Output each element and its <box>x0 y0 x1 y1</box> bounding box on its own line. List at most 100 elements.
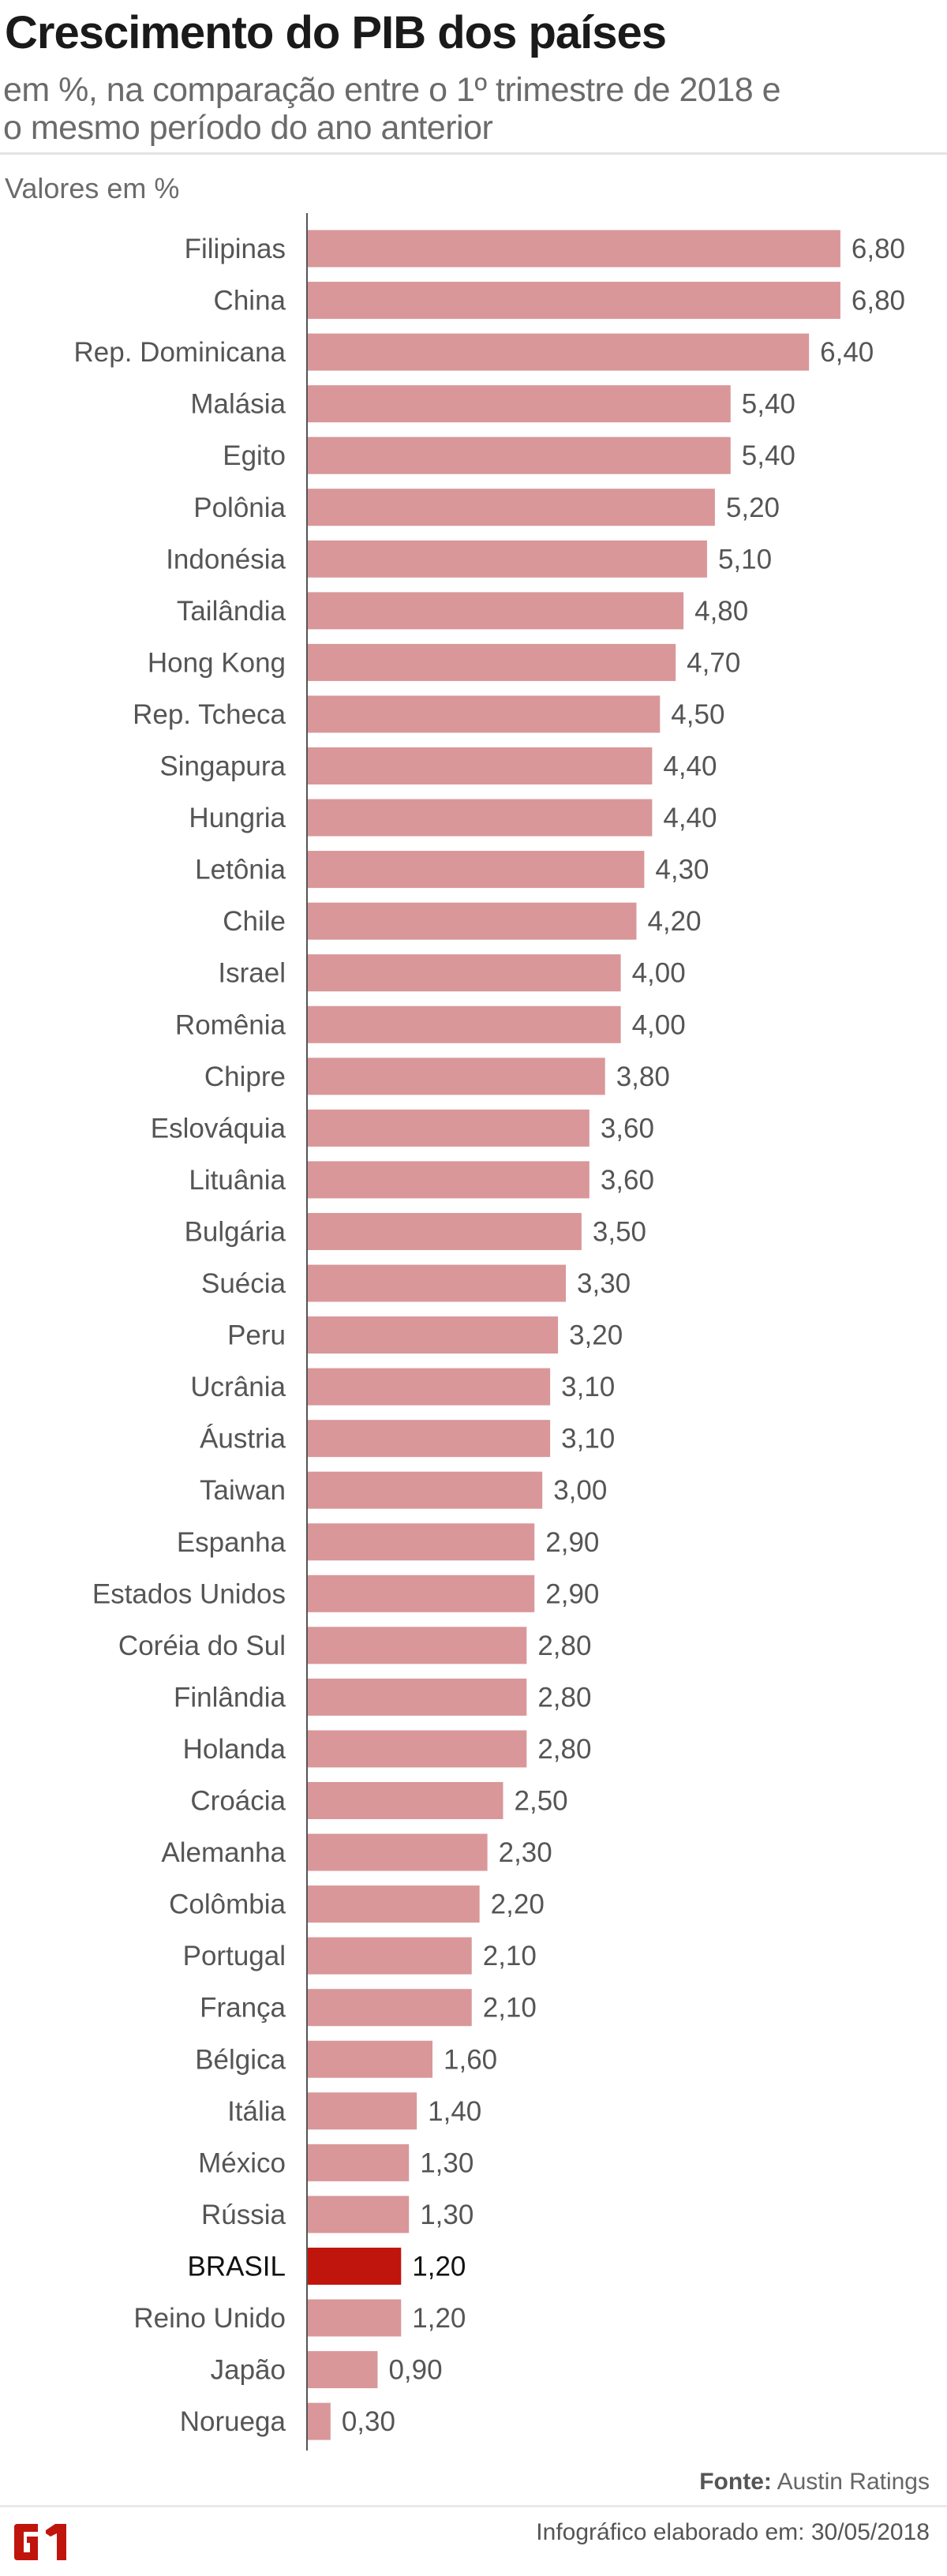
bar-singapura <box>307 747 653 784</box>
bar-m-xico <box>307 2144 410 2181</box>
category-label: Bélgica <box>195 2044 286 2075</box>
category-label: China <box>214 286 286 316</box>
value-label: 2,80 <box>537 1631 591 1661</box>
category-label: Japão <box>211 2355 286 2386</box>
source-note: Fonte: Austin Ratings <box>699 2469 930 2496</box>
unit-label: Valores em % <box>5 172 180 204</box>
value-label: 6,80 <box>852 286 905 316</box>
bar-bulg-ria <box>307 1212 582 1250</box>
category-label: França <box>200 1993 286 2024</box>
bar-estados-unidos <box>307 1574 535 1612</box>
bar-hungria <box>307 799 653 837</box>
value-label: 4,40 <box>663 751 717 782</box>
category-label: Estados Unidos <box>92 1578 286 1609</box>
category-label: Suécia <box>201 1268 286 1299</box>
bar-chipre <box>307 1058 605 1095</box>
bar-jap-o <box>307 2351 378 2389</box>
category-label: Polônia <box>193 492 286 523</box>
category-label: Hungria <box>189 803 286 833</box>
footer-divider <box>0 2505 947 2507</box>
bar-mal-sia <box>307 385 731 423</box>
date-note: Infográfico elaborado em: 30/05/2018 <box>536 2519 930 2545</box>
bar-b-lgica <box>307 2040 433 2078</box>
value-label: 4,80 <box>694 596 748 627</box>
bar-cor-ia-do-sul <box>307 1627 527 1664</box>
category-label: Croácia <box>190 1786 286 1817</box>
category-label: Portugal <box>183 1941 286 1971</box>
bar-holanda <box>307 1730 527 1768</box>
bar-reino-unido <box>307 2299 402 2337</box>
category-label: Egito <box>223 440 286 471</box>
category-label: Peru <box>227 1320 286 1351</box>
value-label: 2,80 <box>537 1682 591 1713</box>
category-label: Israel <box>218 958 286 989</box>
bar-pol-nia <box>307 489 715 526</box>
value-label: 4,00 <box>632 958 686 989</box>
value-label: 2,10 <box>483 1993 537 2024</box>
value-label: 5,10 <box>718 544 772 575</box>
source-label: Fonte: <box>699 2469 772 2495</box>
bar-indon-sia <box>307 540 707 578</box>
value-label: 3,50 <box>593 1216 646 1247</box>
bar-finl-ndia <box>307 1678 527 1716</box>
category-label: Espanha <box>177 1527 286 1558</box>
g1-logo <box>14 2524 66 2560</box>
category-label: México <box>198 2147 286 2178</box>
value-label: 2,20 <box>491 1889 545 1920</box>
value-label: 4,00 <box>632 1009 686 1040</box>
bar-r-ssia <box>307 2196 410 2233</box>
value-label: 5,40 <box>742 389 795 420</box>
category-label: Chile <box>223 906 286 937</box>
category-label: Malásia <box>190 389 286 420</box>
value-label: 3,60 <box>601 1113 654 1144</box>
value-label: 0,90 <box>388 2355 442 2386</box>
category-label: Áustria <box>200 1424 286 1455</box>
value-label: 3,10 <box>561 1424 615 1455</box>
value-label: 1,20 <box>412 2251 466 2282</box>
category-label: Rep. Tcheca <box>133 699 286 730</box>
value-label: 0,30 <box>342 2406 395 2437</box>
value-label: 1,40 <box>428 2096 481 2127</box>
value-label: 2,50 <box>515 1786 568 1817</box>
category-label: Letônia <box>195 855 286 886</box>
value-label: 3,30 <box>577 1268 631 1299</box>
category-label: Tailândia <box>177 596 286 627</box>
value-label: 6,80 <box>852 234 905 264</box>
bar-filipinas <box>307 230 840 268</box>
category-label: Taiwan <box>200 1475 286 1506</box>
category-label: Bulgária <box>185 1216 286 1247</box>
category-label: Indonésia <box>166 544 286 575</box>
bar-israel <box>307 954 621 992</box>
bar--ustria <box>307 1420 551 1458</box>
category-label: Coréia do Sul <box>118 1631 286 1661</box>
category-label: Singapura <box>159 751 286 782</box>
bar-ucr-nia <box>307 1368 551 1406</box>
category-label: Reino Unido <box>133 2303 286 2334</box>
bar-espanha <box>307 1523 535 1561</box>
bar-it-lia <box>307 2092 417 2130</box>
value-label: 2,80 <box>537 1734 591 1765</box>
value-label: 3,20 <box>569 1320 623 1351</box>
value-label: 2,10 <box>483 1941 537 1971</box>
value-label: 3,60 <box>601 1165 654 1196</box>
value-label: 4,70 <box>687 647 740 678</box>
category-label: Noruega <box>180 2406 286 2437</box>
category-label: Finlândia <box>174 1682 286 1713</box>
chart-title: Crescimento do PIB dos países <box>5 7 667 58</box>
category-label: Romênia <box>175 1009 286 1040</box>
bar-china <box>307 282 840 320</box>
bar-rep-tcheca <box>307 695 661 733</box>
bar-hong-kong <box>307 643 676 681</box>
category-label: Chipre <box>204 1061 286 1092</box>
category-label: Ucrânia <box>190 1372 286 1402</box>
category-label: Holanda <box>183 1734 286 1765</box>
value-label: 2,90 <box>545 1527 599 1558</box>
bar-alemanha <box>307 1833 488 1871</box>
category-label: Lituânia <box>189 1165 286 1196</box>
source-value: Austin Ratings <box>777 2469 930 2495</box>
category-label: Eslováquia <box>151 1113 286 1144</box>
category-label: Itália <box>227 2096 286 2127</box>
bar-brasil <box>307 2247 402 2285</box>
value-label: 3,80 <box>616 1061 670 1092</box>
